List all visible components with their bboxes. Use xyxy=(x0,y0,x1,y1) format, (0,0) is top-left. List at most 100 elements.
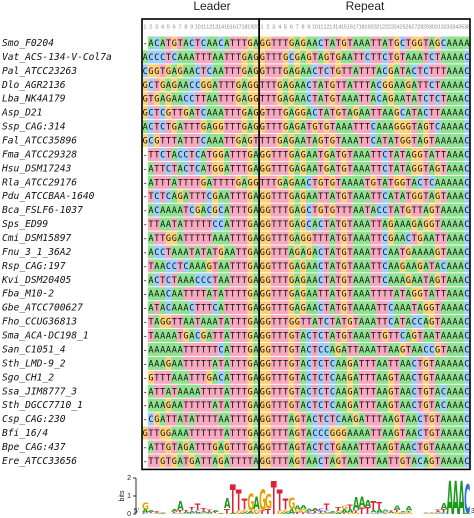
ruler-number: 11 xyxy=(201,24,207,30)
base-cell xyxy=(188,189,195,203)
logo-letter: C xyxy=(171,514,178,515)
base-cell xyxy=(388,301,395,315)
base-cell xyxy=(411,273,418,287)
base-cell xyxy=(270,161,277,175)
base-cell xyxy=(376,245,383,259)
base-cell xyxy=(358,64,365,78)
base-cell xyxy=(446,147,453,161)
base-cell xyxy=(300,231,307,245)
base-cell xyxy=(159,287,166,301)
base-cell xyxy=(147,287,154,301)
base-cell xyxy=(224,287,231,301)
base-cell xyxy=(218,120,225,134)
sequence-repeat: GGTTTGTACTCTCAAGATTTAAGTAACTGTACAAAC xyxy=(260,401,470,411)
base-cell xyxy=(446,454,453,468)
base-cell xyxy=(388,217,395,231)
base-cell xyxy=(440,259,447,273)
base-cell xyxy=(323,161,330,175)
base-cell xyxy=(306,161,313,175)
logo-letter: C xyxy=(441,513,448,515)
base-cell xyxy=(282,245,289,259)
base-cell xyxy=(270,92,277,106)
base-cell xyxy=(423,217,430,231)
base-cell xyxy=(218,92,225,106)
base-cell xyxy=(224,370,231,384)
base-cell xyxy=(253,342,260,356)
base-cell xyxy=(393,370,400,384)
sequence-repeat: GGTTTGAGAACTATGTAAATTATGCTGGTAGCAAAA xyxy=(260,39,470,49)
base-cell xyxy=(446,329,453,343)
logo-letter: A xyxy=(318,513,325,514)
base-cell xyxy=(329,92,336,106)
base-cell xyxy=(300,217,307,231)
base-cell xyxy=(265,134,272,148)
base-cell xyxy=(177,147,184,161)
base-cell xyxy=(188,175,195,189)
base-cell xyxy=(458,36,465,50)
base-cell xyxy=(393,356,400,370)
base-cell xyxy=(183,412,190,426)
base-cell xyxy=(405,273,412,287)
base-cell xyxy=(323,175,330,189)
base-cell xyxy=(276,329,283,343)
base-cell xyxy=(329,134,336,148)
base-cell xyxy=(288,189,295,203)
sequence-leader: -GTTTAAATTTGACATTTGA xyxy=(143,373,260,383)
base-cell xyxy=(171,384,178,398)
base-cell xyxy=(399,426,406,440)
base-cell xyxy=(306,412,313,426)
base-cell xyxy=(399,384,406,398)
base-cell xyxy=(393,315,400,329)
base-cell xyxy=(270,134,277,148)
base-cell xyxy=(212,287,219,301)
base-cell xyxy=(206,231,213,245)
base-cell xyxy=(294,342,301,356)
base-cell xyxy=(429,315,436,329)
base-cell xyxy=(458,231,465,245)
base-cell xyxy=(399,342,406,356)
base-cell xyxy=(358,231,365,245)
base-cell xyxy=(429,231,436,245)
sequence-repeat: GGTTTAGAGACTATGTAAATTCAATGAAAAGTAAAC xyxy=(260,248,470,258)
base-cell xyxy=(311,147,318,161)
base-cell xyxy=(405,315,412,329)
base-cell xyxy=(200,273,207,287)
base-cell xyxy=(317,384,324,398)
base-cell xyxy=(311,78,318,92)
base-cell xyxy=(265,120,272,134)
base-cell xyxy=(452,329,459,343)
base-cell xyxy=(200,36,207,50)
base-cell xyxy=(206,273,213,287)
logo-letter: A xyxy=(247,510,254,514)
base-cell xyxy=(399,50,406,64)
base-cell xyxy=(171,315,178,329)
base-cell xyxy=(300,78,307,92)
base-cell xyxy=(399,315,406,329)
base-cell xyxy=(376,398,383,412)
base-cell xyxy=(259,147,266,161)
base-cell xyxy=(153,161,160,175)
base-cell xyxy=(235,120,242,134)
ruler-number: 23 xyxy=(388,24,394,30)
base-cell xyxy=(417,315,424,329)
base-cell xyxy=(177,426,184,440)
logo-letter: G xyxy=(353,513,360,515)
base-cell xyxy=(306,440,313,454)
base-cell xyxy=(341,189,348,203)
logo-letter: A xyxy=(189,511,196,514)
base-cell xyxy=(276,64,283,78)
base-cell xyxy=(183,301,190,315)
base-cell xyxy=(194,454,201,468)
base-cell xyxy=(323,189,330,203)
base-cell xyxy=(399,92,406,106)
base-cell xyxy=(306,134,313,148)
sequence-repeat: TTTGAGAACTATGTTATTTACGGAAGATTCTAAAAC xyxy=(260,81,470,91)
base-cell xyxy=(276,259,283,273)
base-cell xyxy=(218,217,225,231)
base-cell xyxy=(446,301,453,315)
base-cell xyxy=(282,440,289,454)
base-cell xyxy=(423,189,430,203)
base-cell xyxy=(440,120,447,134)
base-cell xyxy=(165,342,172,356)
base-cell xyxy=(364,342,371,356)
